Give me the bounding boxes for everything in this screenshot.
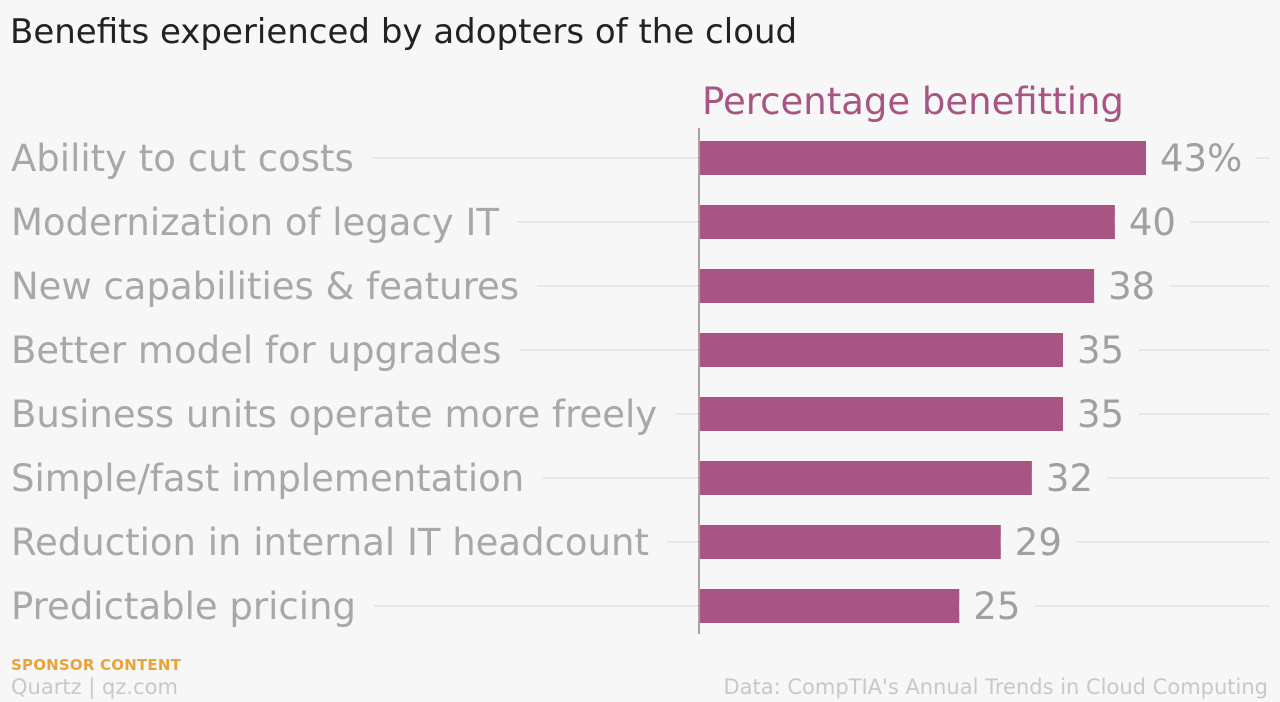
- value-label-mask-ability-to-cut-costs: [1146, 154, 1257, 162]
- category-label-mask-simple-fast-implementation: [7, 474, 543, 482]
- value-label-new-capabilities-features: 38: [1108, 265, 1155, 308]
- category-label-reduction-in-internal-it-headcount: Reduction in internal IT headcount: [11, 521, 649, 564]
- category-label-mask-business-units-operate-more-freely: [7, 410, 676, 418]
- bars-group: [700, 141, 1146, 623]
- category-label-business-units-operate-more-freely: Business units operate more freely: [11, 393, 657, 436]
- chart-subtitle: Percentage benefitting: [702, 80, 1124, 123]
- category-label-predictable-pricing: Predictable pricing: [11, 585, 356, 628]
- sponsor-label: SPONSOR CONTENT: [11, 656, 182, 674]
- category-label-mask-better-model-for-upgrades: [7, 346, 520, 354]
- brand-footer: Quartz | qz.com: [11, 675, 178, 699]
- category-label-simple-fast-implementation: Simple/fast implementation: [11, 457, 524, 500]
- bar-new-capabilities-features: [700, 269, 1095, 303]
- bar-reduction-in-internal-it-headcount: [700, 525, 1001, 559]
- source-footer: Data: CompTIA's Annual Trends in Cloud C…: [723, 675, 1268, 699]
- value-label-predictable-pricing: 25: [973, 585, 1020, 628]
- value-label-mask-predictable-pricing: [959, 602, 1035, 610]
- bar-better-model-for-upgrades: [700, 333, 1064, 367]
- value-label-ability-to-cut-costs: 43%: [1160, 137, 1242, 180]
- category-label-mask-modernization-of-legacy-it: [7, 218, 518, 226]
- bar-predictable-pricing: [700, 589, 960, 623]
- value-label-mask-modernization-of-legacy-it: [1114, 218, 1190, 226]
- value-label-simple-fast-implementation: 32: [1046, 457, 1093, 500]
- bar-business-units-operate-more-freely: [700, 397, 1064, 431]
- bar-ability-to-cut-costs: [700, 141, 1146, 175]
- value-label-reduction-in-internal-it-headcount: 29: [1015, 521, 1062, 564]
- value-label-business-units-operate-more-freely: 35: [1077, 393, 1124, 436]
- category-label-modernization-of-legacy-it: Modernization of legacy IT: [11, 201, 499, 244]
- category-label-mask-new-capabilities-features: [7, 282, 538, 290]
- value-label-mask-new-capabilities-features: [1094, 282, 1170, 290]
- category-label-ability-to-cut-costs: Ability to cut costs: [11, 137, 354, 180]
- bar-simple-fast-implementation: [700, 461, 1032, 495]
- value-label-modernization-of-legacy-it: 40: [1129, 201, 1176, 244]
- category-label-mask-reduction-in-internal-it-headcount: [7, 538, 667, 546]
- value-label-better-model-for-upgrades: 35: [1077, 329, 1124, 372]
- category-label-mask-predictable-pricing: [7, 602, 374, 610]
- value-label-mask-better-model-for-upgrades: [1063, 346, 1139, 354]
- category-label-better-model-for-upgrades: Better model for upgrades: [11, 329, 501, 372]
- value-label-mask-business-units-operate-more-freely: [1063, 410, 1139, 418]
- chart-title: Benefits experienced by adopters of the …: [10, 12, 798, 52]
- value-label-mask-simple-fast-implementation: [1031, 474, 1108, 482]
- category-labels: Ability to cut costs Modernization of leg…: [7, 137, 676, 628]
- bar-modernization-of-legacy-it: [700, 205, 1115, 239]
- category-label-new-capabilities-features: New capabilities & features: [11, 265, 519, 308]
- value-label-mask-reduction-in-internal-it-headcount: [1000, 538, 1076, 546]
- value-labels: 43% 40 38 35 35 32 29 25: [959, 137, 1257, 628]
- category-label-mask-ability-to-cut-costs: [7, 154, 372, 162]
